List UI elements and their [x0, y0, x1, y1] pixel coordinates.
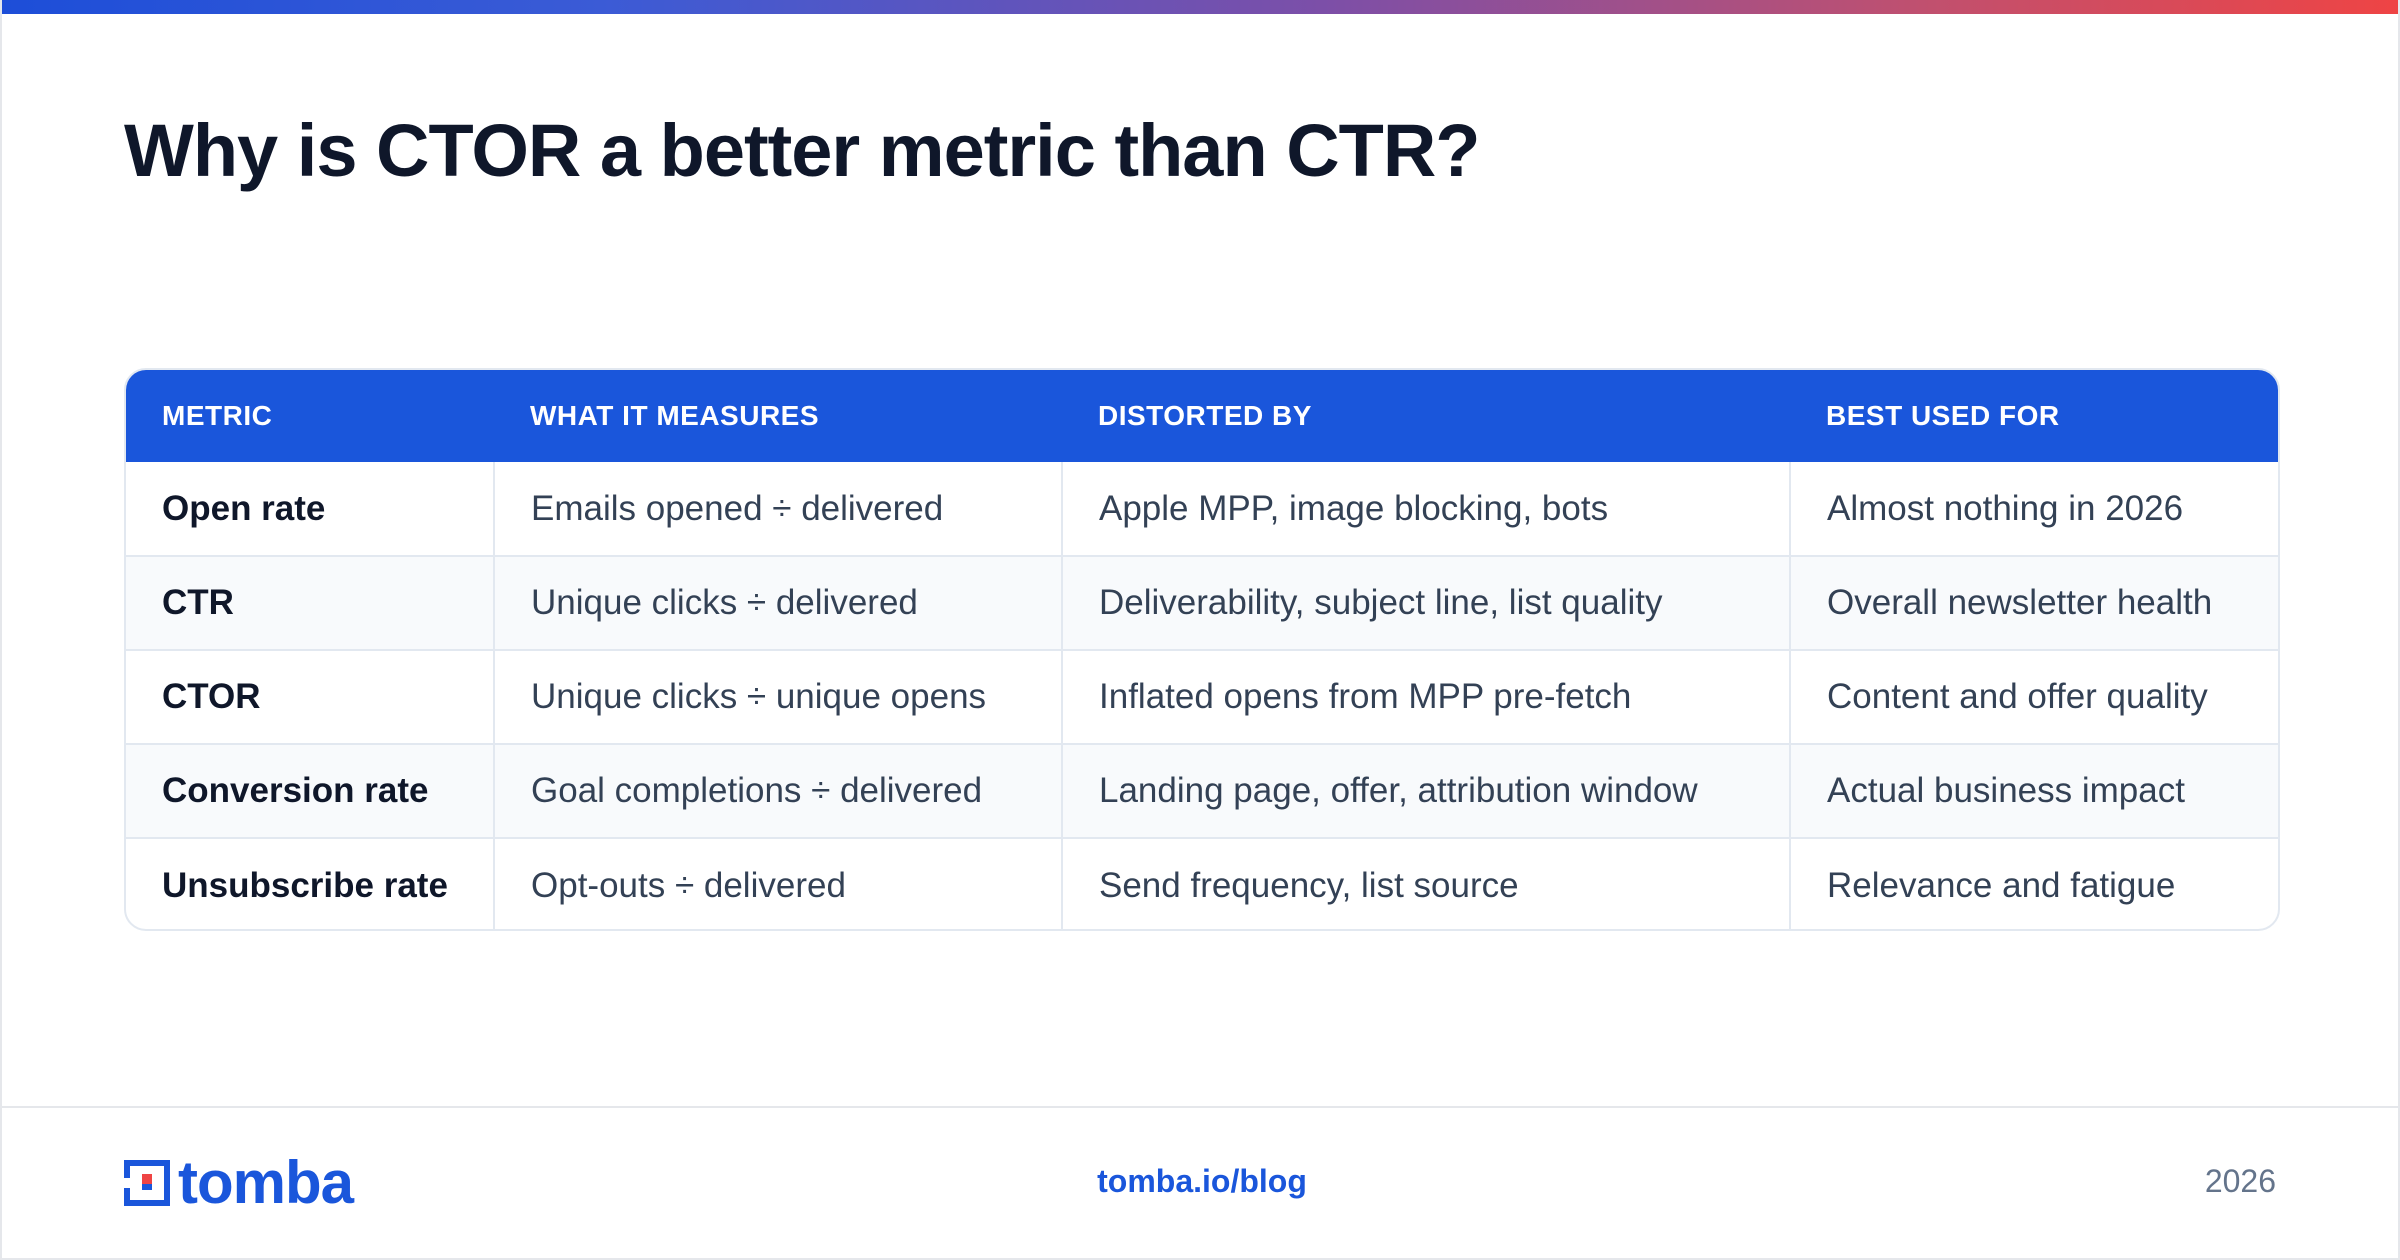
measures-cell: Emails opened ÷ delivered — [493, 462, 1062, 556]
logo-wordmark: tomba — [178, 1149, 354, 1216]
distorted-by-cell: Landing page, offer, attribution window — [1061, 744, 1790, 838]
page-title: Why is CTOR a better metric than CTR? — [124, 109, 1480, 192]
best-used-for-cell: Almost nothing in 2026 — [1789, 462, 2278, 556]
distorted-by-cell: Apple MPP, image blocking, bots — [1061, 462, 1790, 556]
tomba-logo[interactable]: tomba — [124, 1153, 354, 1213]
best-used-for-cell: Content and offer quality — [1789, 650, 2278, 744]
metric-name-cell: CTOR — [162, 677, 261, 716]
measures-cell: Unique clicks ÷ unique opens — [493, 650, 1062, 744]
table-row: Conversion rate Goal completions ÷ deliv… — [126, 744, 2278, 838]
column-header-best-used-for: BEST USED FOR — [1826, 400, 2060, 431]
table-row: Unsubscribe rate Opt-outs ÷ delivered Se… — [126, 838, 2278, 929]
metric-name-cell: Unsubscribe rate — [162, 865, 448, 905]
measures-cell: Opt-outs ÷ delivered — [493, 838, 1062, 929]
top-gradient-stripe — [2, 0, 2398, 14]
blog-link[interactable]: tomba.io/blog — [1097, 1163, 1307, 1199]
table-header-row: METRIC WHAT IT MEASURES DISTORTED BY BES… — [126, 370, 2278, 462]
footer-divider — [2, 1106, 2398, 1108]
distorted-by-cell: Deliverability, subject line, list quali… — [1061, 556, 1790, 650]
measures-cell: Unique clicks ÷ delivered — [493, 556, 1062, 650]
best-used-for-cell: Overall newsletter health — [1789, 556, 2278, 650]
metrics-table-container: METRIC WHAT IT MEASURES DISTORTED BY BES… — [124, 368, 2280, 931]
best-used-for-cell: Relevance and fatigue — [1789, 838, 2278, 929]
tomba-logo-icon — [124, 1160, 170, 1206]
table-row: CTR Unique clicks ÷ delivered Deliverabi… — [126, 556, 2278, 650]
metric-name-cell: Conversion rate — [162, 771, 429, 810]
distorted-by-cell: Send frequency, list source — [1061, 838, 1790, 929]
distorted-by-cell: Inflated opens from MPP pre-fetch — [1061, 650, 1790, 744]
table-row: CTOR Unique clicks ÷ unique opens Inflat… — [126, 650, 2278, 744]
metric-name-cell: CTR — [162, 583, 234, 622]
footer-year: 2026 — [2204, 1163, 2276, 1199]
column-header-what-it-measures: WHAT IT MEASURES — [530, 400, 820, 431]
metrics-table: METRIC WHAT IT MEASURES DISTORTED BY BES… — [126, 370, 2278, 929]
measures-cell: Goal completions ÷ delivered — [493, 744, 1062, 838]
column-header-metric: METRIC — [162, 400, 273, 431]
column-header-distorted-by: DISTORTED BY — [1098, 400, 1312, 431]
table-row: Open rate Emails opened ÷ delivered Appl… — [126, 462, 2278, 556]
metric-name-cell: Open rate — [162, 488, 326, 528]
best-used-for-cell: Actual business impact — [1789, 744, 2278, 838]
